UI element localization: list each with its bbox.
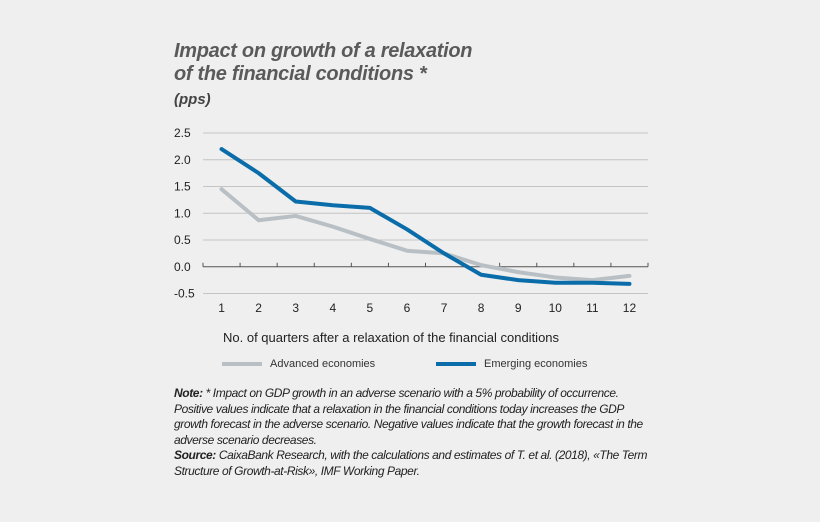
x-tick-label: 5 xyxy=(367,301,374,315)
legend-label: Advanced economies xyxy=(270,358,376,370)
title-line-2: of the financial conditions * xyxy=(174,63,427,85)
source-label: Source: xyxy=(174,448,216,462)
note-text: * Impact on GDP growth in an adverse sce… xyxy=(174,386,643,447)
legend-item-advanced: Advanced economies xyxy=(222,358,375,370)
x-tick-label: 6 xyxy=(404,301,411,315)
y-tick-label: 1.0 xyxy=(174,206,191,220)
x-tick-label: 3 xyxy=(292,301,299,315)
x-tick-label: 11 xyxy=(586,301,599,315)
y-tick-label: 0.0 xyxy=(174,260,191,274)
x-tick-label: 1 xyxy=(218,301,225,315)
footnote: Note: * Impact on GDP growth in an adver… xyxy=(174,386,654,479)
x-tick-label: 8 xyxy=(478,301,485,315)
y-tick-label: 1.5 xyxy=(174,180,191,194)
series-line-emerging xyxy=(219,147,632,286)
y-tick-label: 2.5 xyxy=(174,126,191,140)
x-tick-label: 2 xyxy=(255,301,262,315)
x-tick-label: 9 xyxy=(515,301,522,315)
note-label: Note: xyxy=(174,386,203,400)
x-tick-label: 12 xyxy=(623,301,637,315)
x-tick-label: 4 xyxy=(329,301,336,315)
legend-swatch xyxy=(436,362,476,366)
y-tick-label: 2.0 xyxy=(174,153,191,167)
chart-title: Impact on growth of a relaxation of the … xyxy=(174,40,473,86)
source-text: CaixaBank Research, with the calculation… xyxy=(174,448,648,478)
legend-item-emerging: Emerging economies xyxy=(436,358,587,370)
title-line-1: Impact on growth of a relaxation xyxy=(174,40,473,62)
series-line-advanced xyxy=(219,187,632,283)
x-tick-label: 10 xyxy=(549,301,563,315)
y-tick-label: 0.5 xyxy=(174,233,191,247)
legend-swatch xyxy=(222,362,262,366)
unit-label: (pps) xyxy=(174,91,211,108)
legend-label: Emerging economies xyxy=(484,358,588,370)
y-tick-label: -0.5 xyxy=(174,287,195,301)
x-axis-label: No. of quarters after a relaxation of th… xyxy=(223,330,560,345)
x-tick-label: 7 xyxy=(441,301,448,315)
